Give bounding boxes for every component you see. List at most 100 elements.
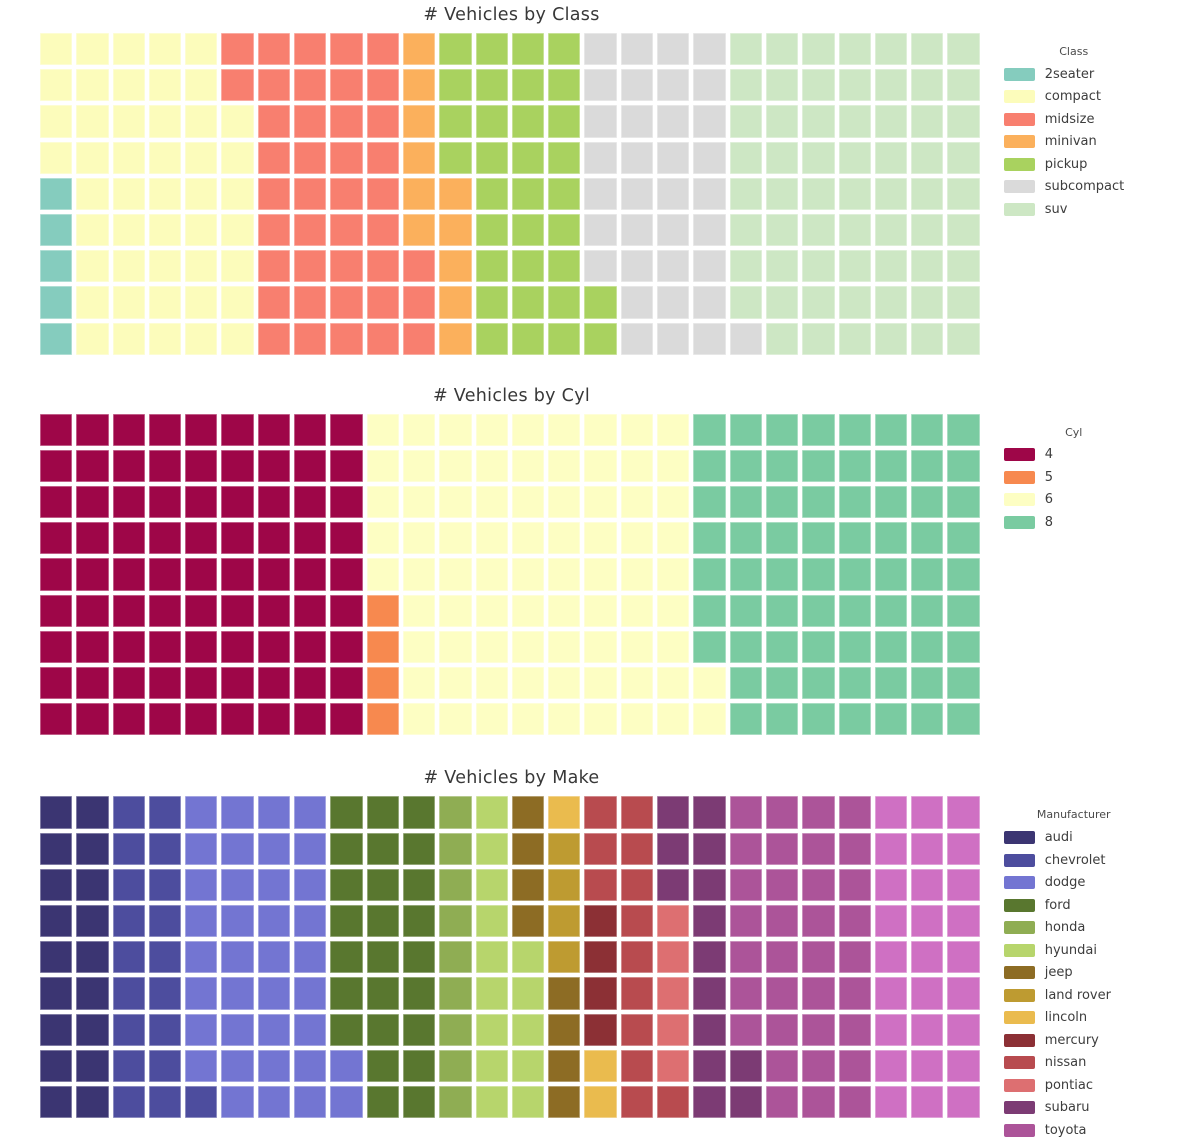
waffle-cell (657, 558, 690, 591)
legend-item-mercury: mercury (1003, 1029, 1144, 1052)
waffle-cell (366, 322, 399, 355)
legend-title-class: Class (1059, 45, 1089, 58)
waffle-cell (221, 630, 254, 663)
waffle-cell (221, 941, 254, 974)
waffle-cell (366, 213, 399, 247)
waffle-cell (475, 449, 508, 483)
waffle-cell (765, 69, 799, 102)
waffle-cell (620, 105, 654, 138)
waffle-cell (802, 558, 835, 591)
waffle-column (294, 796, 327, 1119)
waffle-cell (366, 33, 399, 66)
waffle-cell (765, 33, 799, 66)
waffle-cell (584, 522, 617, 555)
waffle-cell (657, 941, 690, 974)
waffle-cell (511, 286, 545, 319)
waffle-column (657, 413, 690, 736)
waffle-cell (402, 177, 436, 210)
waffle-cell (584, 977, 617, 1010)
waffle-column (511, 413, 545, 736)
waffle-cell (874, 1085, 908, 1119)
legend-label: subcompact (1044, 179, 1125, 195)
waffle-cell (511, 105, 545, 138)
waffle-cell (729, 105, 762, 138)
waffle-cell (475, 667, 508, 700)
waffle-cell (112, 977, 145, 1010)
waffle-cell (947, 904, 980, 938)
waffle-cell (294, 449, 327, 483)
waffle-cell (693, 1013, 726, 1046)
legend-swatch (1003, 988, 1035, 1002)
waffle-column (330, 796, 363, 1119)
waffle-cell (439, 69, 472, 102)
waffle-cell (729, 213, 762, 247)
waffle-cell (112, 413, 145, 446)
waffle-column (584, 796, 617, 1119)
waffle-cell (693, 796, 726, 829)
waffle-cell (802, 486, 835, 519)
waffle-cell (511, 413, 545, 446)
waffle-cell (548, 1085, 581, 1119)
waffle-cell (330, 1013, 363, 1046)
waffle-cell (366, 941, 399, 974)
waffle-cell (874, 69, 908, 102)
waffle-cell (874, 33, 908, 66)
waffle-cell (76, 449, 109, 483)
waffle-cell (693, 250, 726, 283)
waffle-cell (439, 1013, 472, 1046)
waffle-column (947, 796, 980, 1119)
waffle-cell (620, 522, 654, 555)
waffle-column (765, 33, 799, 355)
waffle-cell (838, 213, 871, 247)
waffle-cell (76, 105, 109, 138)
waffle-cell (402, 941, 436, 974)
waffle-cell (657, 1085, 690, 1119)
waffle-cell (947, 703, 980, 736)
legend-label: 2seater (1044, 66, 1095, 82)
waffle-cell (294, 594, 327, 627)
waffle-cell (257, 558, 291, 591)
waffle-cell (475, 941, 508, 974)
legend-item-honda: honda (1003, 916, 1144, 939)
waffle-cell (765, 1049, 799, 1082)
waffle-cell (112, 868, 145, 901)
waffle-cell (874, 413, 908, 446)
waffle-cell (402, 1049, 436, 1082)
waffle-cell (257, 832, 291, 865)
waffle-cell (475, 1049, 508, 1082)
waffle-cell (330, 941, 363, 974)
waffle-cell (221, 286, 254, 319)
waffle-cell (439, 286, 472, 319)
waffle-cell (475, 105, 508, 138)
waffle-cell (221, 977, 254, 1010)
waffle-cell (330, 630, 363, 663)
waffle-cell (185, 1013, 218, 1046)
waffle-cell (874, 177, 908, 210)
waffle-cell (911, 832, 944, 865)
waffle-cell (112, 141, 145, 174)
waffle-cell (366, 1013, 399, 1046)
waffle-column (330, 413, 363, 736)
legend-item-subaru: subaru (1003, 1096, 1144, 1119)
waffle-cell (838, 449, 871, 483)
waffle-cell (584, 141, 617, 174)
waffle-cell (330, 413, 363, 446)
waffle-cell (548, 558, 581, 591)
waffle-cell (40, 941, 73, 974)
waffle-column (947, 413, 980, 736)
waffle-cell (584, 33, 617, 66)
waffle-cell (584, 630, 617, 663)
waffle-cell (257, 177, 291, 210)
chart-title-cyl: # Vehicles by Cyl (432, 385, 591, 406)
waffle-cell (40, 322, 73, 355)
waffle-cell (185, 105, 218, 138)
waffle-cell (148, 558, 182, 591)
waffle-cell (76, 413, 109, 446)
legend-item-jeep: jeep (1003, 961, 1144, 984)
waffle-column (148, 796, 182, 1119)
waffle-cell (874, 977, 908, 1010)
waffle-cell (402, 522, 436, 555)
waffle-cell (257, 1049, 291, 1082)
waffle-cell (76, 33, 109, 66)
waffle-cell (112, 213, 145, 247)
